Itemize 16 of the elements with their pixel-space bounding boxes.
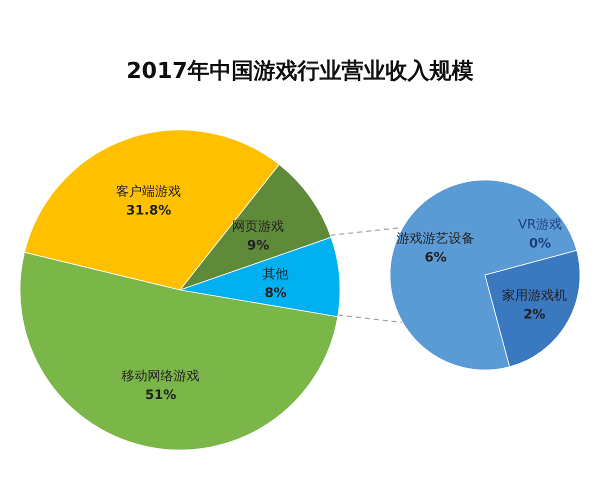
data-label: 8% (264, 286, 287, 301)
text: 0% (529, 236, 552, 252)
slice-label: 网页游戏 (232, 219, 284, 234)
data-label: 2% (523, 308, 546, 322)
chart-title: 2017年中国游戏行业营业收入规模 (126, 59, 474, 84)
data-label: 51% (145, 388, 176, 404)
pie-slice (390, 180, 578, 370)
slice-label: 移动网络游戏 (122, 369, 200, 384)
slice-label: 客户端游戏 (116, 183, 182, 200)
data-label: 9% (247, 238, 270, 254)
slice-label: 家用游戏机 (502, 288, 567, 304)
category-label: VR游戏 (518, 217, 562, 232)
slice-label: 其他 (262, 266, 289, 282)
data-label: 31.8% (126, 203, 172, 218)
data-label: 6% (424, 250, 447, 266)
slice-label: 游戏游艺设备 (396, 232, 475, 246)
